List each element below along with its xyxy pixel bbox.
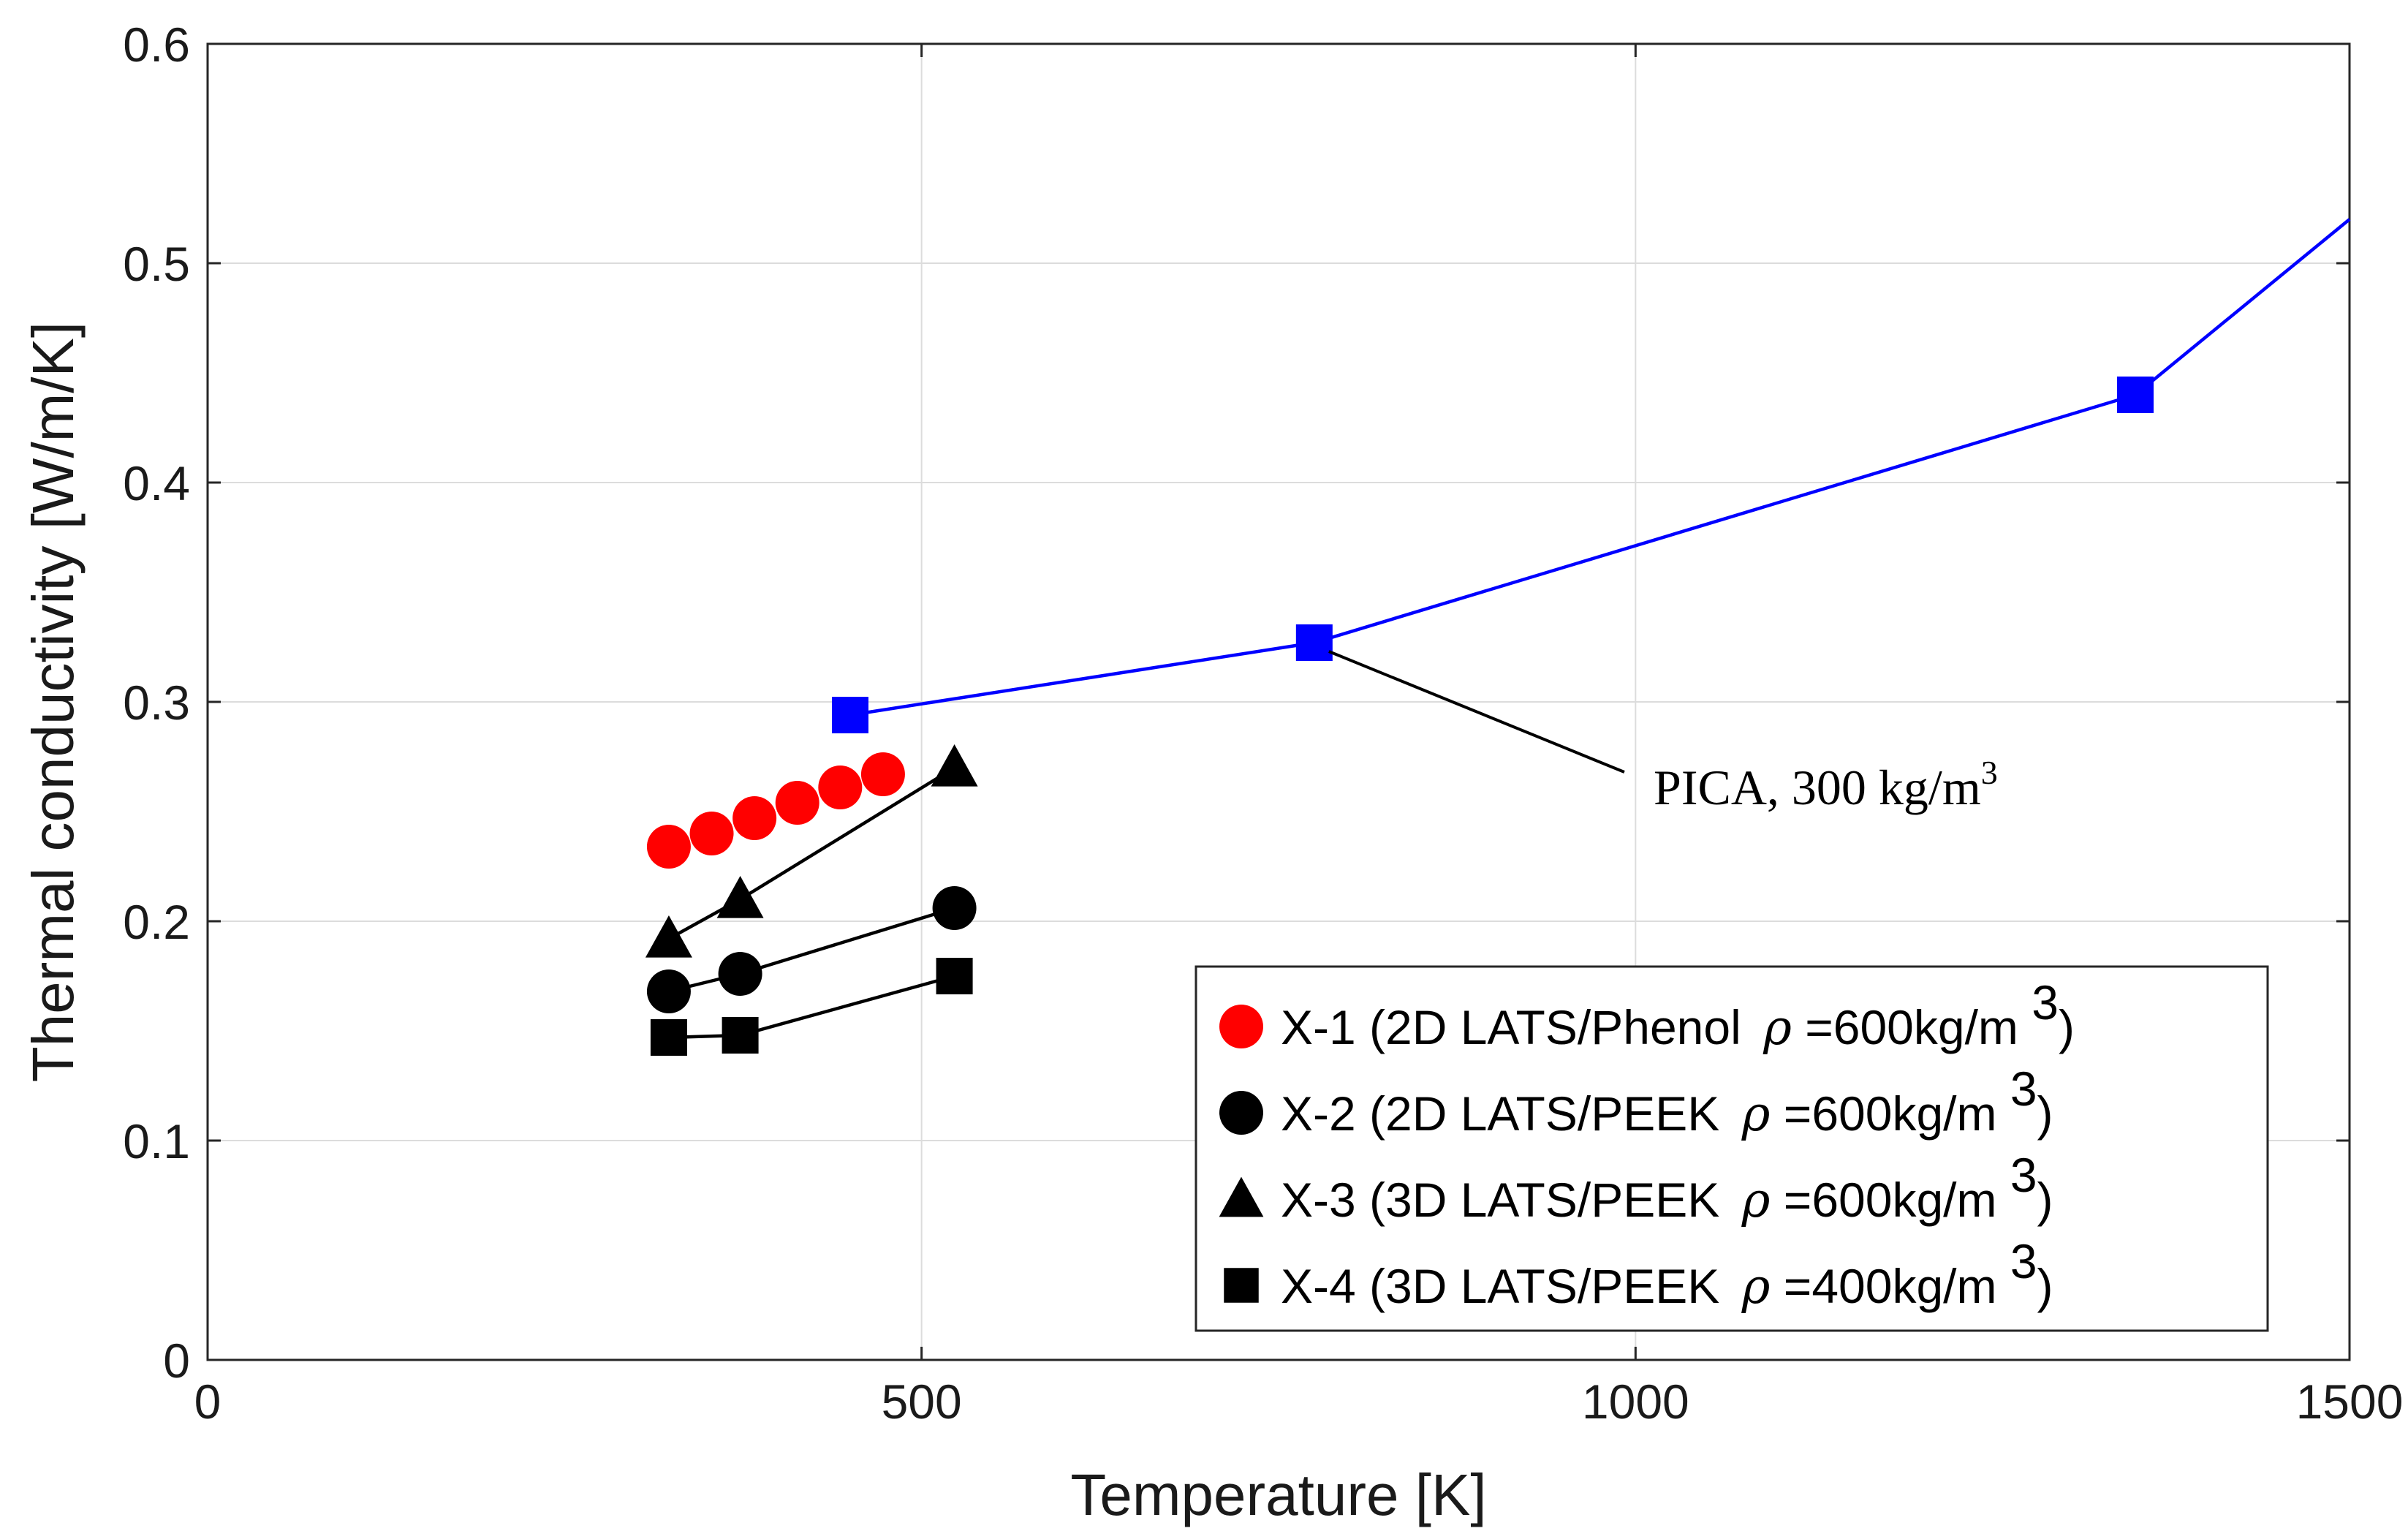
legend-label-x-2: X-2 (2D LATS/PEEK ρ =600kg/m 3) xyxy=(1281,1062,2053,1142)
data-point-x-2 xyxy=(718,952,762,996)
y-tick-label: 0.5 xyxy=(123,237,190,291)
legend-marker-x-4 xyxy=(1224,1268,1259,1303)
legend-label-x-1: X-1 (2D LATS/Phenol ρ =600kg/m 3) xyxy=(1281,975,2075,1056)
y-tick-label: 0.3 xyxy=(123,676,190,730)
legend-value: =400kg/m xyxy=(1770,1259,1996,1313)
annotation-superscript: 3 xyxy=(1981,754,1998,791)
legend-prefix: X-3 (3D LATS/PEEK xyxy=(1281,1173,1733,1227)
data-point-x-1 xyxy=(732,796,777,840)
annotation: PICA, 300 kg/m3 xyxy=(1328,650,1998,815)
legend-close: ) xyxy=(2037,1173,2053,1227)
legend-close: ) xyxy=(2037,1259,2053,1313)
legend-entry-x-1: X-1 (2D LATS/Phenol ρ =600kg/m 3) xyxy=(1219,975,2075,1056)
legend-close: ) xyxy=(2059,1000,2075,1054)
y-tick-label: 0.2 xyxy=(123,895,190,949)
annotation-text: PICA, 300 kg/m3 xyxy=(1654,754,1998,815)
legend-label-x-4: X-4 (3D LATS/PEEK ρ =400kg/m 3) xyxy=(1281,1234,2053,1315)
legend-rho: ρ xyxy=(1741,1086,1771,1142)
data-point-x-2 xyxy=(646,969,691,1013)
data-point-x-1 xyxy=(646,825,691,869)
data-point-pica xyxy=(1295,624,1333,661)
legend-rho: ρ xyxy=(1741,1258,1771,1315)
legend-value: =600kg/m xyxy=(1770,1086,1996,1141)
data-point-x-1 xyxy=(775,781,819,825)
legend-marker-x-1 xyxy=(1219,1005,1263,1048)
series-x-2 xyxy=(646,886,977,1013)
y-tick-label: 0 xyxy=(163,1334,190,1388)
annotation-label: PICA, 300 kg/m xyxy=(1654,760,1981,815)
legend-label-x-3: X-3 (3D LATS/PEEK ρ =600kg/m 3) xyxy=(1281,1148,2053,1228)
series-x-1 xyxy=(646,752,905,869)
data-point-x-1 xyxy=(689,812,734,855)
legend-value: =600kg/m xyxy=(1792,1000,2018,1054)
data-point-pica xyxy=(2117,377,2154,413)
legend: X-1 (2D LATS/Phenol ρ =600kg/m 3)X-2 (2D… xyxy=(1194,965,2269,1332)
annotation-leader-line xyxy=(1328,650,1625,774)
x-tick-label: 0 xyxy=(194,1375,222,1429)
data-point-x-1 xyxy=(818,765,863,809)
legend-rho: ρ xyxy=(1741,1172,1771,1228)
data-point-x-2 xyxy=(932,886,977,930)
legend-entry-x-4: X-4 (3D LATS/PEEK ρ =400kg/m 3) xyxy=(1224,1234,2053,1315)
legend-exponent: 3 xyxy=(1997,1234,2037,1288)
data-point-x-1 xyxy=(860,752,905,796)
legend-prefix: X-4 (3D LATS/PEEK xyxy=(1281,1259,1733,1313)
legend-rho: ρ xyxy=(1763,999,1792,1056)
x-tick-label: 1000 xyxy=(1582,1375,1689,1429)
legend-value: =600kg/m xyxy=(1770,1173,1996,1227)
legend-close: ) xyxy=(2037,1086,2053,1141)
legend-prefix: X-2 (2D LATS/PEEK xyxy=(1281,1086,1733,1141)
series-pica xyxy=(832,218,2351,733)
legend-prefix: X-1 (2D LATS/Phenol xyxy=(1281,1000,1754,1054)
legend-box xyxy=(1194,965,2269,1332)
data-series xyxy=(645,218,2351,1056)
data-point-x-3 xyxy=(645,915,692,958)
legend-entry-x-2: X-2 (2D LATS/PEEK ρ =600kg/m 3) xyxy=(1219,1062,2053,1142)
series-x-4 xyxy=(650,958,973,1056)
data-point-pica xyxy=(832,697,868,733)
y-tick-label: 0.6 xyxy=(123,18,190,72)
legend-exponent: 3 xyxy=(1997,1062,2037,1116)
legend-exponent: 3 xyxy=(2018,975,2059,1029)
legend-marker-x-3 xyxy=(1219,1176,1264,1217)
y-tick-label: 0.1 xyxy=(123,1114,190,1168)
series-line-pica xyxy=(849,218,2351,717)
legend-entry-x-3: X-3 (3D LATS/PEEK ρ =600kg/m 3) xyxy=(1219,1148,2053,1228)
legend-marker-x-2 xyxy=(1219,1091,1263,1135)
series-x-3 xyxy=(645,744,978,958)
data-point-x-3 xyxy=(716,876,764,918)
data-point-x-4 xyxy=(722,1017,759,1054)
x-axis-label: Temperature [K] xyxy=(1070,1462,1486,1527)
axis-ticks: 0 500 1000 1500 0 0.1 0.2 0.3 0.4 0.5 0.6 xyxy=(123,18,2403,1429)
data-point-x-4 xyxy=(650,1019,687,1056)
data-point-x-4 xyxy=(936,958,973,994)
x-tick-label: 500 xyxy=(882,1375,962,1429)
y-axis-label: Thermal conductivity [W/m/K] xyxy=(20,322,86,1082)
x-tick-label: 1500 xyxy=(2296,1375,2404,1429)
data-point-x-3 xyxy=(931,744,978,787)
legend-exponent: 3 xyxy=(1997,1148,2037,1202)
y-tick-label: 0.4 xyxy=(123,456,190,510)
